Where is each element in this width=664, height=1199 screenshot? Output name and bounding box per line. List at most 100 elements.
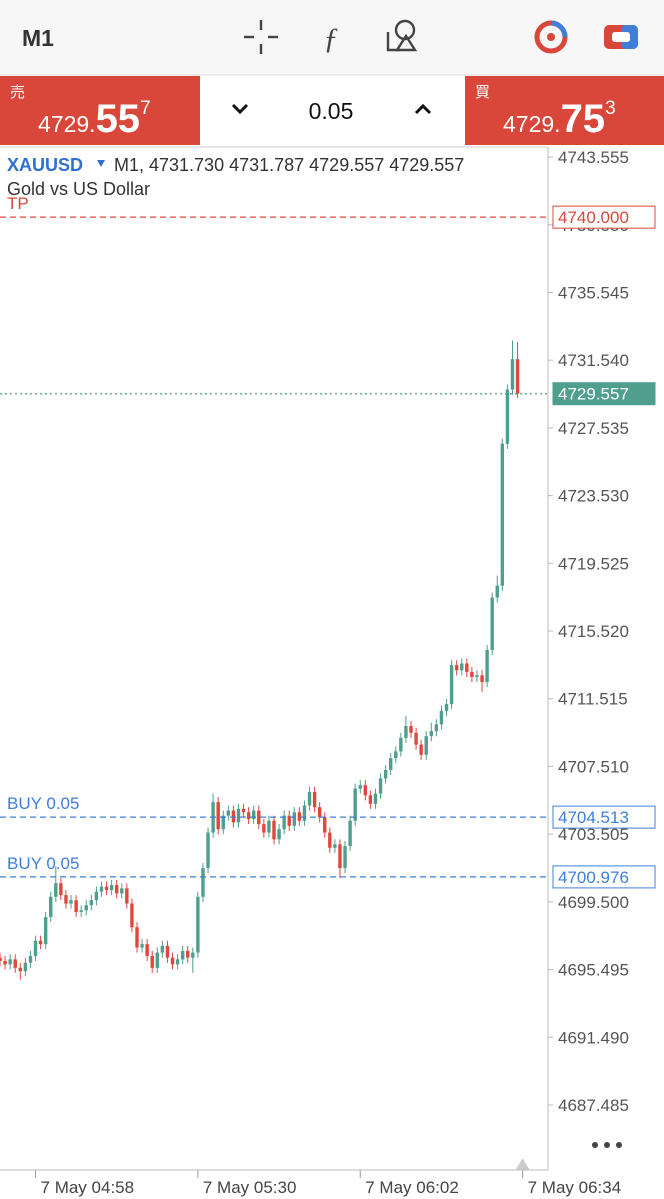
candle-body — [74, 900, 78, 913]
buy-price-big: 75 — [561, 97, 606, 141]
x-tick-label: 7 May 05:30 — [203, 1178, 297, 1197]
candle-body — [120, 888, 124, 894]
candle-body — [252, 810, 256, 820]
candle-body — [33, 940, 38, 956]
candle-body — [38, 940, 43, 945]
crosshair-icon[interactable] — [244, 20, 278, 54]
candle-body — [150, 955, 154, 968]
candle-body — [307, 791, 312, 806]
candle-body — [0, 957, 2, 962]
candle-body — [505, 389, 510, 444]
y-tick-label: 4691.490 — [558, 1028, 629, 1047]
candle-body — [206, 832, 210, 869]
candle-body — [3, 961, 7, 965]
x-tick-label: 7 May 06:34 — [528, 1178, 622, 1197]
candle-body — [262, 824, 266, 833]
buy-label: 買 — [475, 84, 490, 101]
candle-body — [475, 675, 479, 678]
y-tick-label: 4699.500 — [558, 893, 629, 912]
y-tick-label: 4711.515 — [558, 690, 628, 709]
candle-body — [69, 900, 73, 904]
level-price-box — [552, 205, 656, 229]
candle-body — [64, 895, 68, 904]
y-tick-label: 4719.525 — [558, 554, 629, 573]
volume-up[interactable] — [414, 103, 432, 115]
level-label: BUY 0.05 — [7, 854, 79, 873]
candle-body — [363, 785, 368, 796]
candle-body — [495, 585, 499, 598]
candle-body — [338, 844, 342, 869]
volume[interactable]: 0.05 — [309, 98, 354, 124]
chart-description: Gold vs US Dollar — [7, 179, 150, 199]
candle-body — [394, 751, 398, 759]
objects-icon[interactable] — [386, 19, 418, 52]
candle-body — [424, 736, 428, 755]
candle-body — [104, 886, 109, 891]
sell-button[interactable] — [0, 76, 200, 145]
candle-body — [449, 665, 454, 705]
candle-body — [43, 917, 48, 945]
timeframe-button[interactable]: M1 — [22, 25, 54, 51]
level-price: 4740.000 — [558, 208, 629, 227]
candle-body — [140, 944, 144, 948]
candle-body — [130, 903, 134, 928]
candle-body — [485, 649, 489, 683]
y-tick-label: 4715.520 — [558, 622, 629, 641]
chart-header: M1, 4731.730 4731.787 4729.557 4729.557 — [114, 155, 464, 175]
candle-body — [389, 758, 393, 770]
candle-body — [109, 884, 114, 891]
candle-body — [419, 744, 423, 755]
one-click-icon[interactable] — [604, 25, 638, 49]
indicators-icon[interactable]: ƒ — [324, 22, 339, 55]
volume-down[interactable] — [231, 103, 249, 115]
candle-body — [59, 883, 63, 896]
buy-price: 4729.753 — [503, 97, 616, 141]
y-tick-label: 4695.495 — [558, 961, 629, 980]
sell-price: 4729.557 — [38, 97, 151, 141]
y-tick-label: 4727.535 — [558, 419, 629, 438]
level-price-box — [552, 805, 656, 829]
candle-body — [383, 769, 388, 779]
symbol-dropdown[interactable] — [97, 160, 105, 167]
candle-body — [404, 726, 408, 738]
candle-body — [312, 791, 317, 808]
candle-body — [241, 808, 246, 813]
candle-body — [94, 891, 99, 901]
trade-icon[interactable] — [534, 20, 568, 54]
sell-price-sup: 7 — [140, 98, 151, 119]
sell-price-small: 4729. — [38, 111, 96, 137]
candle-body — [267, 820, 271, 833]
candle-body — [409, 726, 413, 733]
buy-button[interactable] — [465, 76, 664, 145]
chart: 4743.5554739.5504735.5454731.5404727.535… — [0, 148, 656, 1197]
candle-body — [79, 910, 83, 913]
candle-body — [155, 952, 159, 968]
candle-body — [429, 731, 433, 737]
candle-body — [454, 665, 459, 671]
candle-body — [439, 710, 444, 725]
candle-body — [480, 675, 484, 683]
candle-body — [277, 829, 281, 840]
chart-symbol[interactable]: XAUUSD — [7, 155, 83, 175]
candle-body — [257, 810, 261, 825]
candle-body — [125, 888, 129, 904]
candle-body — [165, 945, 170, 958]
buy-price-small: 4729. — [503, 111, 561, 137]
current-time-marker — [515, 1158, 530, 1170]
x-tick-label: 7 May 04:58 — [41, 1178, 135, 1197]
candle-body — [23, 962, 28, 972]
candle-body — [99, 886, 104, 892]
candle-body — [216, 802, 220, 830]
y-tick-label: 4743.555 — [558, 148, 629, 167]
candle-body — [272, 820, 276, 840]
candle-body — [444, 704, 449, 711]
candle-body — [515, 359, 520, 394]
candle-body — [28, 955, 33, 963]
level-price-box — [552, 382, 656, 406]
candle-body — [470, 671, 474, 678]
candle-body — [54, 883, 58, 897]
candle-body — [465, 663, 469, 672]
more-menu[interactable] — [592, 1142, 622, 1148]
candle-body — [302, 805, 307, 821]
candle-body — [49, 896, 53, 918]
